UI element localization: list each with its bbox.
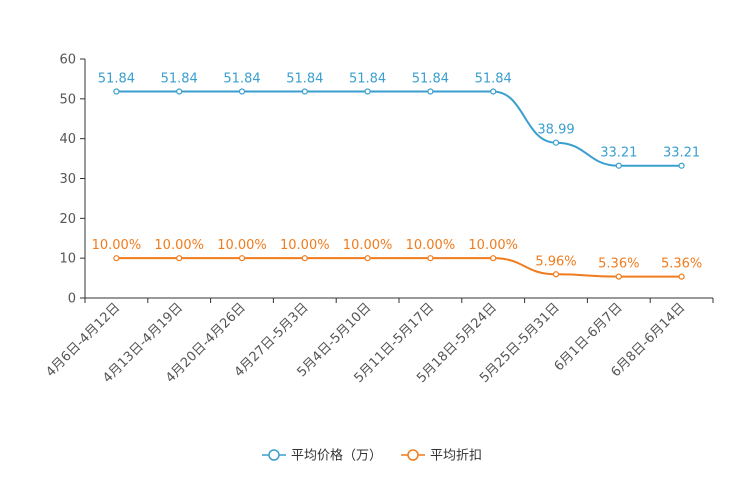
data-label: 10.00% bbox=[406, 238, 456, 253]
series-2: 10.00% 10.00% 10.00% 10.00% 10.00% 10.00% 10.0… bbox=[92, 238, 702, 280]
y-tick-label: 30 bbox=[59, 172, 76, 187]
y-tick-label: 0 bbox=[68, 292, 76, 307]
data-label: 51.84 bbox=[223, 72, 260, 87]
data-label: 10.00% bbox=[217, 238, 267, 253]
data-point bbox=[490, 255, 497, 262]
data-point bbox=[113, 88, 120, 95]
series-line bbox=[116, 257, 682, 278]
data-point bbox=[427, 255, 434, 262]
data-label: 10.00% bbox=[280, 238, 330, 253]
data-point bbox=[301, 255, 308, 262]
data-point bbox=[238, 255, 246, 262]
legend-item-2[interactable]: 平均折扣 bbox=[401, 449, 482, 464]
data-label: 10.00% bbox=[154, 238, 204, 253]
data-label: 51.84 bbox=[286, 72, 323, 87]
series-1: 51.84 51.84 51.84 51.84 51.84 51.84 51.84 38.99… bbox=[98, 72, 700, 169]
data-point bbox=[615, 273, 622, 280]
data-label: 5.36% bbox=[598, 257, 639, 272]
data-point bbox=[176, 88, 183, 95]
y-tick-label: 20 bbox=[59, 212, 76, 227]
data-label: 33.21 bbox=[663, 146, 700, 161]
y-tick-label: 60 bbox=[59, 53, 76, 68]
data-label: 51.84 bbox=[475, 72, 512, 87]
chart-series-layer: 51.84 51.84 51.84 51.84 51.84 51.84 51.84 38.99… bbox=[92, 72, 702, 280]
legend-label: 平均折扣 bbox=[430, 449, 482, 464]
data-point bbox=[364, 88, 371, 95]
y-tick-label: 40 bbox=[59, 132, 76, 147]
data-point bbox=[552, 271, 560, 278]
data-point bbox=[113, 255, 120, 262]
data-point bbox=[301, 88, 308, 95]
data-label: 33.21 bbox=[600, 146, 637, 161]
y-tick-label: 50 bbox=[59, 92, 76, 107]
series-line bbox=[116, 90, 682, 167]
data-label: 10.00% bbox=[468, 238, 518, 253]
data-label: 5.36% bbox=[661, 257, 702, 272]
legend-marker-icon bbox=[407, 449, 419, 461]
data-point bbox=[552, 139, 560, 146]
legend-item-1[interactable]: 平均价格（万） bbox=[262, 448, 382, 464]
y-tick-label: 10 bbox=[59, 252, 76, 267]
data-label: 5.96% bbox=[535, 254, 576, 269]
data-point bbox=[678, 273, 685, 280]
data-point bbox=[238, 88, 246, 95]
data-point bbox=[490, 88, 497, 95]
data-point bbox=[678, 162, 685, 169]
data-label: 51.84 bbox=[412, 72, 449, 87]
chart-axes: 01020304050604月6日-4月12日4月13日-4月19日4月20日-… bbox=[43, 53, 714, 386]
chart-legend[interactable]: 平均价格（万） 平均折扣 bbox=[262, 448, 482, 464]
legend-label: 平均价格（万） bbox=[291, 448, 382, 464]
data-label: 10.00% bbox=[92, 238, 142, 253]
legend-marker-icon bbox=[268, 449, 280, 461]
data-label: 51.84 bbox=[161, 72, 198, 87]
data-label: 38.99 bbox=[537, 123, 574, 138]
data-point bbox=[427, 88, 434, 95]
data-label: 10.00% bbox=[343, 238, 393, 253]
data-point bbox=[615, 162, 622, 169]
data-label: 51.84 bbox=[98, 72, 135, 87]
data-point bbox=[364, 255, 371, 262]
data-point bbox=[176, 255, 183, 262]
data-label: 51.84 bbox=[349, 72, 386, 87]
